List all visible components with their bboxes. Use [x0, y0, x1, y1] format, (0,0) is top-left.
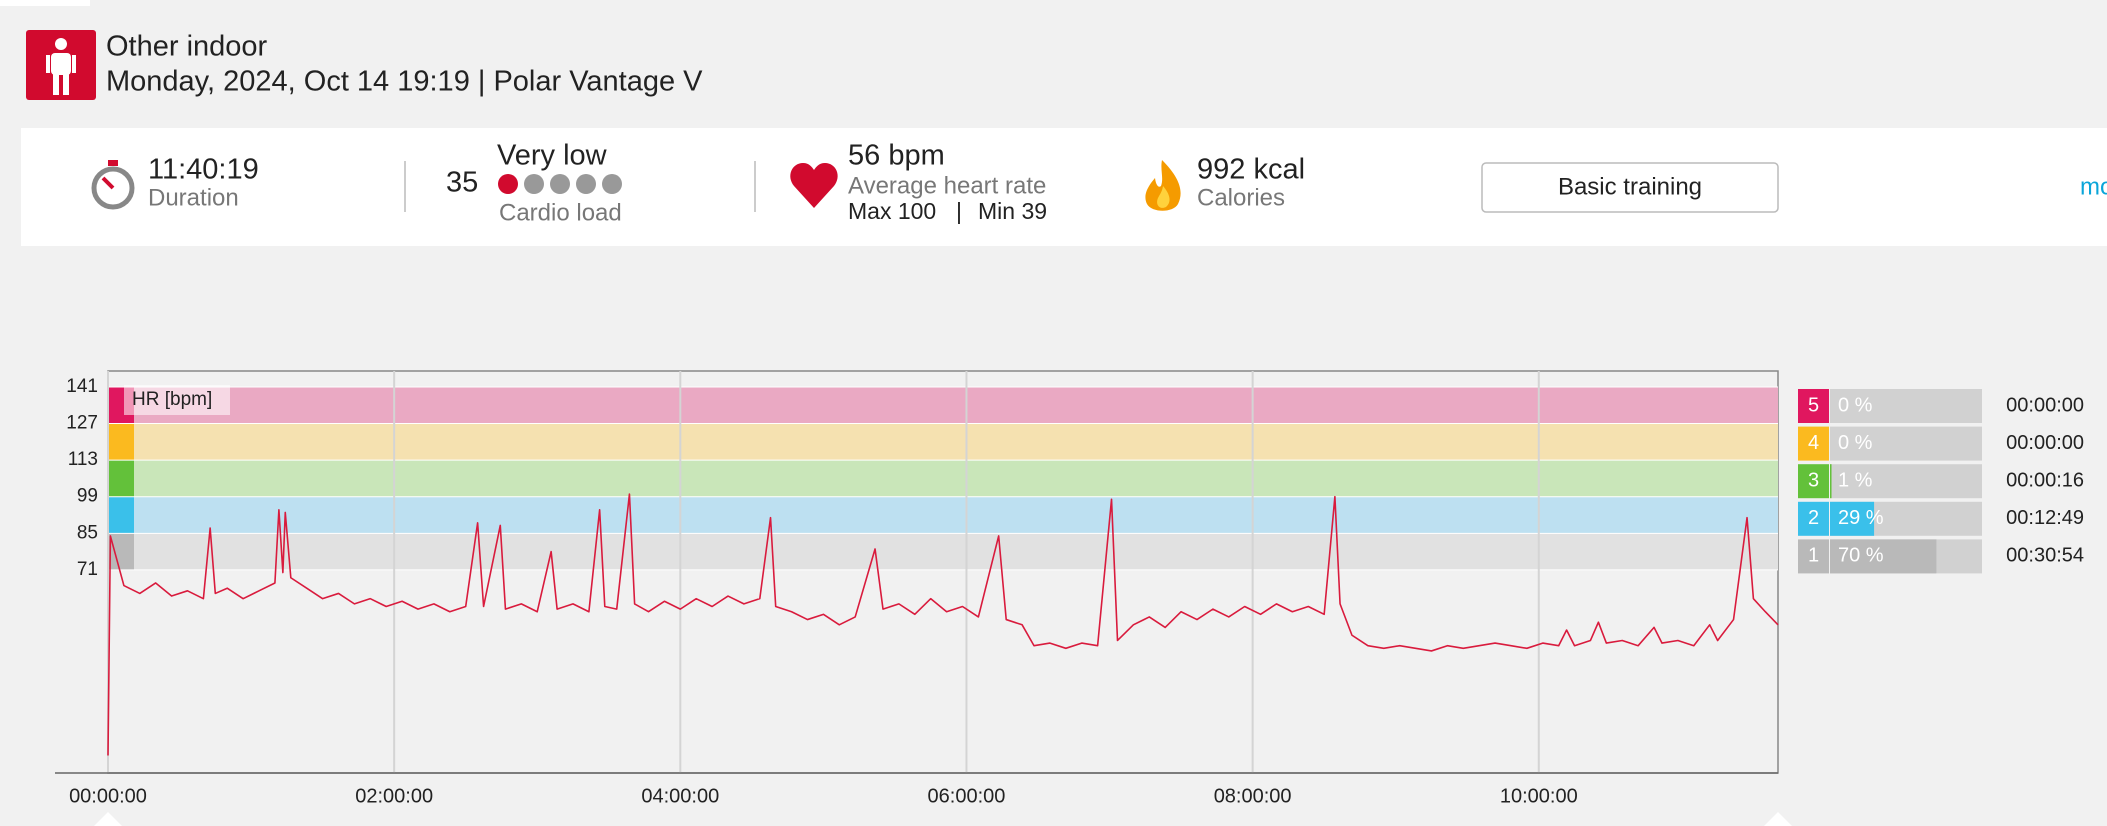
- cardio-load-dots: [498, 174, 622, 194]
- duration-value: 11:40:19: [148, 154, 259, 186]
- heart-rate-separator: |: [956, 198, 962, 224]
- zone-bar-bg: [1830, 426, 1982, 461]
- hr-chart: 71 85 99 113 127 141 00:00:00 02:00:00 04:00:00 0…: [55, 370, 2084, 826]
- zone-number-box: [1798, 539, 1829, 574]
- heart-rate-value: 56 bpm: [848, 140, 945, 172]
- heart-rate-max: Max 100: [848, 198, 936, 224]
- range-handle: [94, 812, 122, 826]
- zone-percent: 29 %: [1838, 507, 1884, 529]
- y-label: HR [bpm]: [132, 389, 212, 410]
- calories-label: Calories: [1197, 184, 1285, 211]
- zone-band: [108, 460, 1778, 497]
- zone-band-marker: [108, 423, 134, 461]
- x-tick-label: 04:00:00: [641, 785, 719, 807]
- x-tick-label: 08:00:00: [1214, 785, 1292, 807]
- hr-line: [107, 493, 1779, 756]
- top-tab: [0, 0, 90, 6]
- zone-number: 4: [1808, 432, 1819, 454]
- sport-icon: [26, 30, 96, 100]
- zone-band: [108, 423, 1778, 461]
- zone-band: [108, 533, 1778, 570]
- stopwatch-icon: [91, 160, 135, 210]
- zone-percent: 0 %: [1838, 432, 1873, 454]
- zone-number-box: [1798, 501, 1829, 536]
- training-button[interactable]: [1481, 162, 1779, 213]
- zone-band-marker: [108, 496, 134, 534]
- zone-bar-bg: [1830, 464, 1982, 499]
- y-tick-label: 113: [68, 449, 98, 470]
- zone-percent: 1 %: [1838, 469, 1873, 491]
- y-tick-label: 127: [66, 413, 98, 434]
- y-tick-label: 71: [77, 559, 98, 580]
- flame-icon: [1145, 160, 1181, 211]
- zone-time: 00:12:49: [2006, 507, 2084, 529]
- zone-band-marker: [108, 460, 134, 497]
- training-button-label[interactable]: Basic training: [1558, 173, 1702, 200]
- range-handle: [1764, 812, 1792, 826]
- x-tick-label: 00:00:00: [69, 785, 147, 807]
- summary-panel: [21, 128, 2107, 246]
- heart-icon: [790, 163, 838, 208]
- zone-bar: [1830, 501, 1875, 536]
- more-link[interactable]: mo: [2080, 173, 2107, 200]
- heart-rate-label: Average heart rate: [848, 172, 1046, 199]
- zone-number: 3: [1808, 469, 1819, 491]
- zone-time: 00:00:16: [2006, 469, 2084, 491]
- duration-label: Duration: [148, 184, 239, 211]
- cardio-load-value: 35: [446, 167, 478, 199]
- zone-bar: [1830, 464, 1832, 499]
- zone-number: 2: [1808, 507, 1819, 529]
- cardio-load-level: Very low: [497, 140, 608, 172]
- y-label-box: [124, 385, 230, 415]
- zone-time: 00:00:00: [2006, 432, 2084, 454]
- zone-bar-bg: [1830, 389, 1982, 423]
- y-tick-label: 99: [77, 486, 98, 507]
- y-tick-label: 85: [77, 522, 98, 543]
- heart-rate-min: Min 39: [978, 198, 1047, 224]
- zone-number: 1: [1808, 545, 1819, 567]
- zone-band-marker: [108, 533, 134, 570]
- zone-bar: [1830, 539, 1937, 574]
- x-tick-label: 06:00:00: [928, 785, 1006, 807]
- y-tick-label: 141: [66, 376, 98, 397]
- zone-number-box: [1798, 426, 1829, 461]
- zone-band: [108, 496, 1778, 534]
- zone-time: 00:00:00: [2006, 394, 2084, 416]
- zone-time: 00:30:54: [2006, 545, 2084, 567]
- activity-title: Other indoor: [106, 31, 268, 63]
- x-tick-label: 02:00:00: [355, 785, 433, 807]
- zone-number: 5: [1808, 394, 1819, 416]
- zone-band: [108, 386, 1778, 424]
- zone-percent: 70 %: [1838, 545, 1884, 567]
- activity-subtitle: Monday, 2024, Oct 14 19:19 | Polar Vanta…: [106, 66, 703, 98]
- zone-percent: 0 %: [1838, 394, 1873, 416]
- x-tick-label: 10:00:00: [1500, 785, 1578, 807]
- calories-value: 992 kcal: [1197, 154, 1305, 186]
- cardio-load-label: Cardio load: [499, 199, 622, 226]
- zone-number-box: [1798, 389, 1829, 423]
- zone-number-box: [1798, 464, 1829, 499]
